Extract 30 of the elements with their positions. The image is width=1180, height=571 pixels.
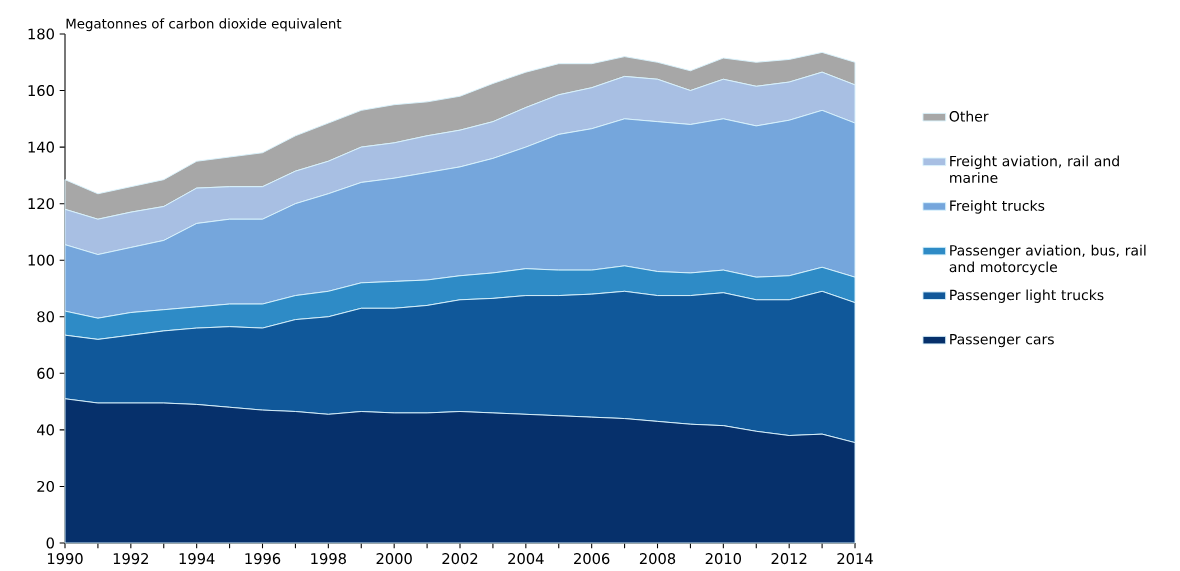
y-tick-label: 20 <box>37 480 54 492</box>
legend-label: Other <box>949 110 989 122</box>
y-axis-title: Megatonnes of carbon dioxide equivalent <box>66 18 342 32</box>
y-tick-label: 60 <box>37 367 54 379</box>
x-tick-label: 2000 <box>376 553 412 565</box>
legend-label: Passenger aviation, bus, rail and motorcycle <box>949 244 1146 275</box>
legend-label: Passenger light trucks <box>950 289 1104 303</box>
y-tick-label: 180 <box>28 28 54 40</box>
y-tick-label: 120 <box>28 198 54 210</box>
x-tick-label: 1990 <box>47 553 83 565</box>
x-tick-label: 2004 <box>508 553 544 565</box>
x-tick-label: 2014 <box>837 553 873 565</box>
legend-label: Passenger cars <box>950 334 1054 348</box>
legend-label: Freight aviation, rail and marine <box>950 155 1119 183</box>
x-tick-label: 1992 <box>113 553 149 565</box>
y-tick-label: 80 <box>37 311 54 323</box>
y-tick-label: 100 <box>28 254 54 266</box>
x-tick-label: 2012 <box>771 553 807 565</box>
y-tick-label: 140 <box>28 141 54 153</box>
y-tick-label: 160 <box>28 85 54 97</box>
x-tick-label: 1998 <box>311 553 346 565</box>
x-tick-label: 2002 <box>442 553 478 565</box>
x-tick-label: 2008 <box>639 553 676 565</box>
y-tick-label: 0 <box>46 537 54 549</box>
x-tick-label: 2006 <box>574 553 610 565</box>
x-tick-label: 1996 <box>245 553 281 565</box>
y-tick-label: 40 <box>37 424 54 436</box>
legend-label: Freight trucks <box>950 200 1045 214</box>
x-tick-label: 2010 <box>705 553 742 565</box>
x-tick-label: 1994 <box>179 553 215 565</box>
